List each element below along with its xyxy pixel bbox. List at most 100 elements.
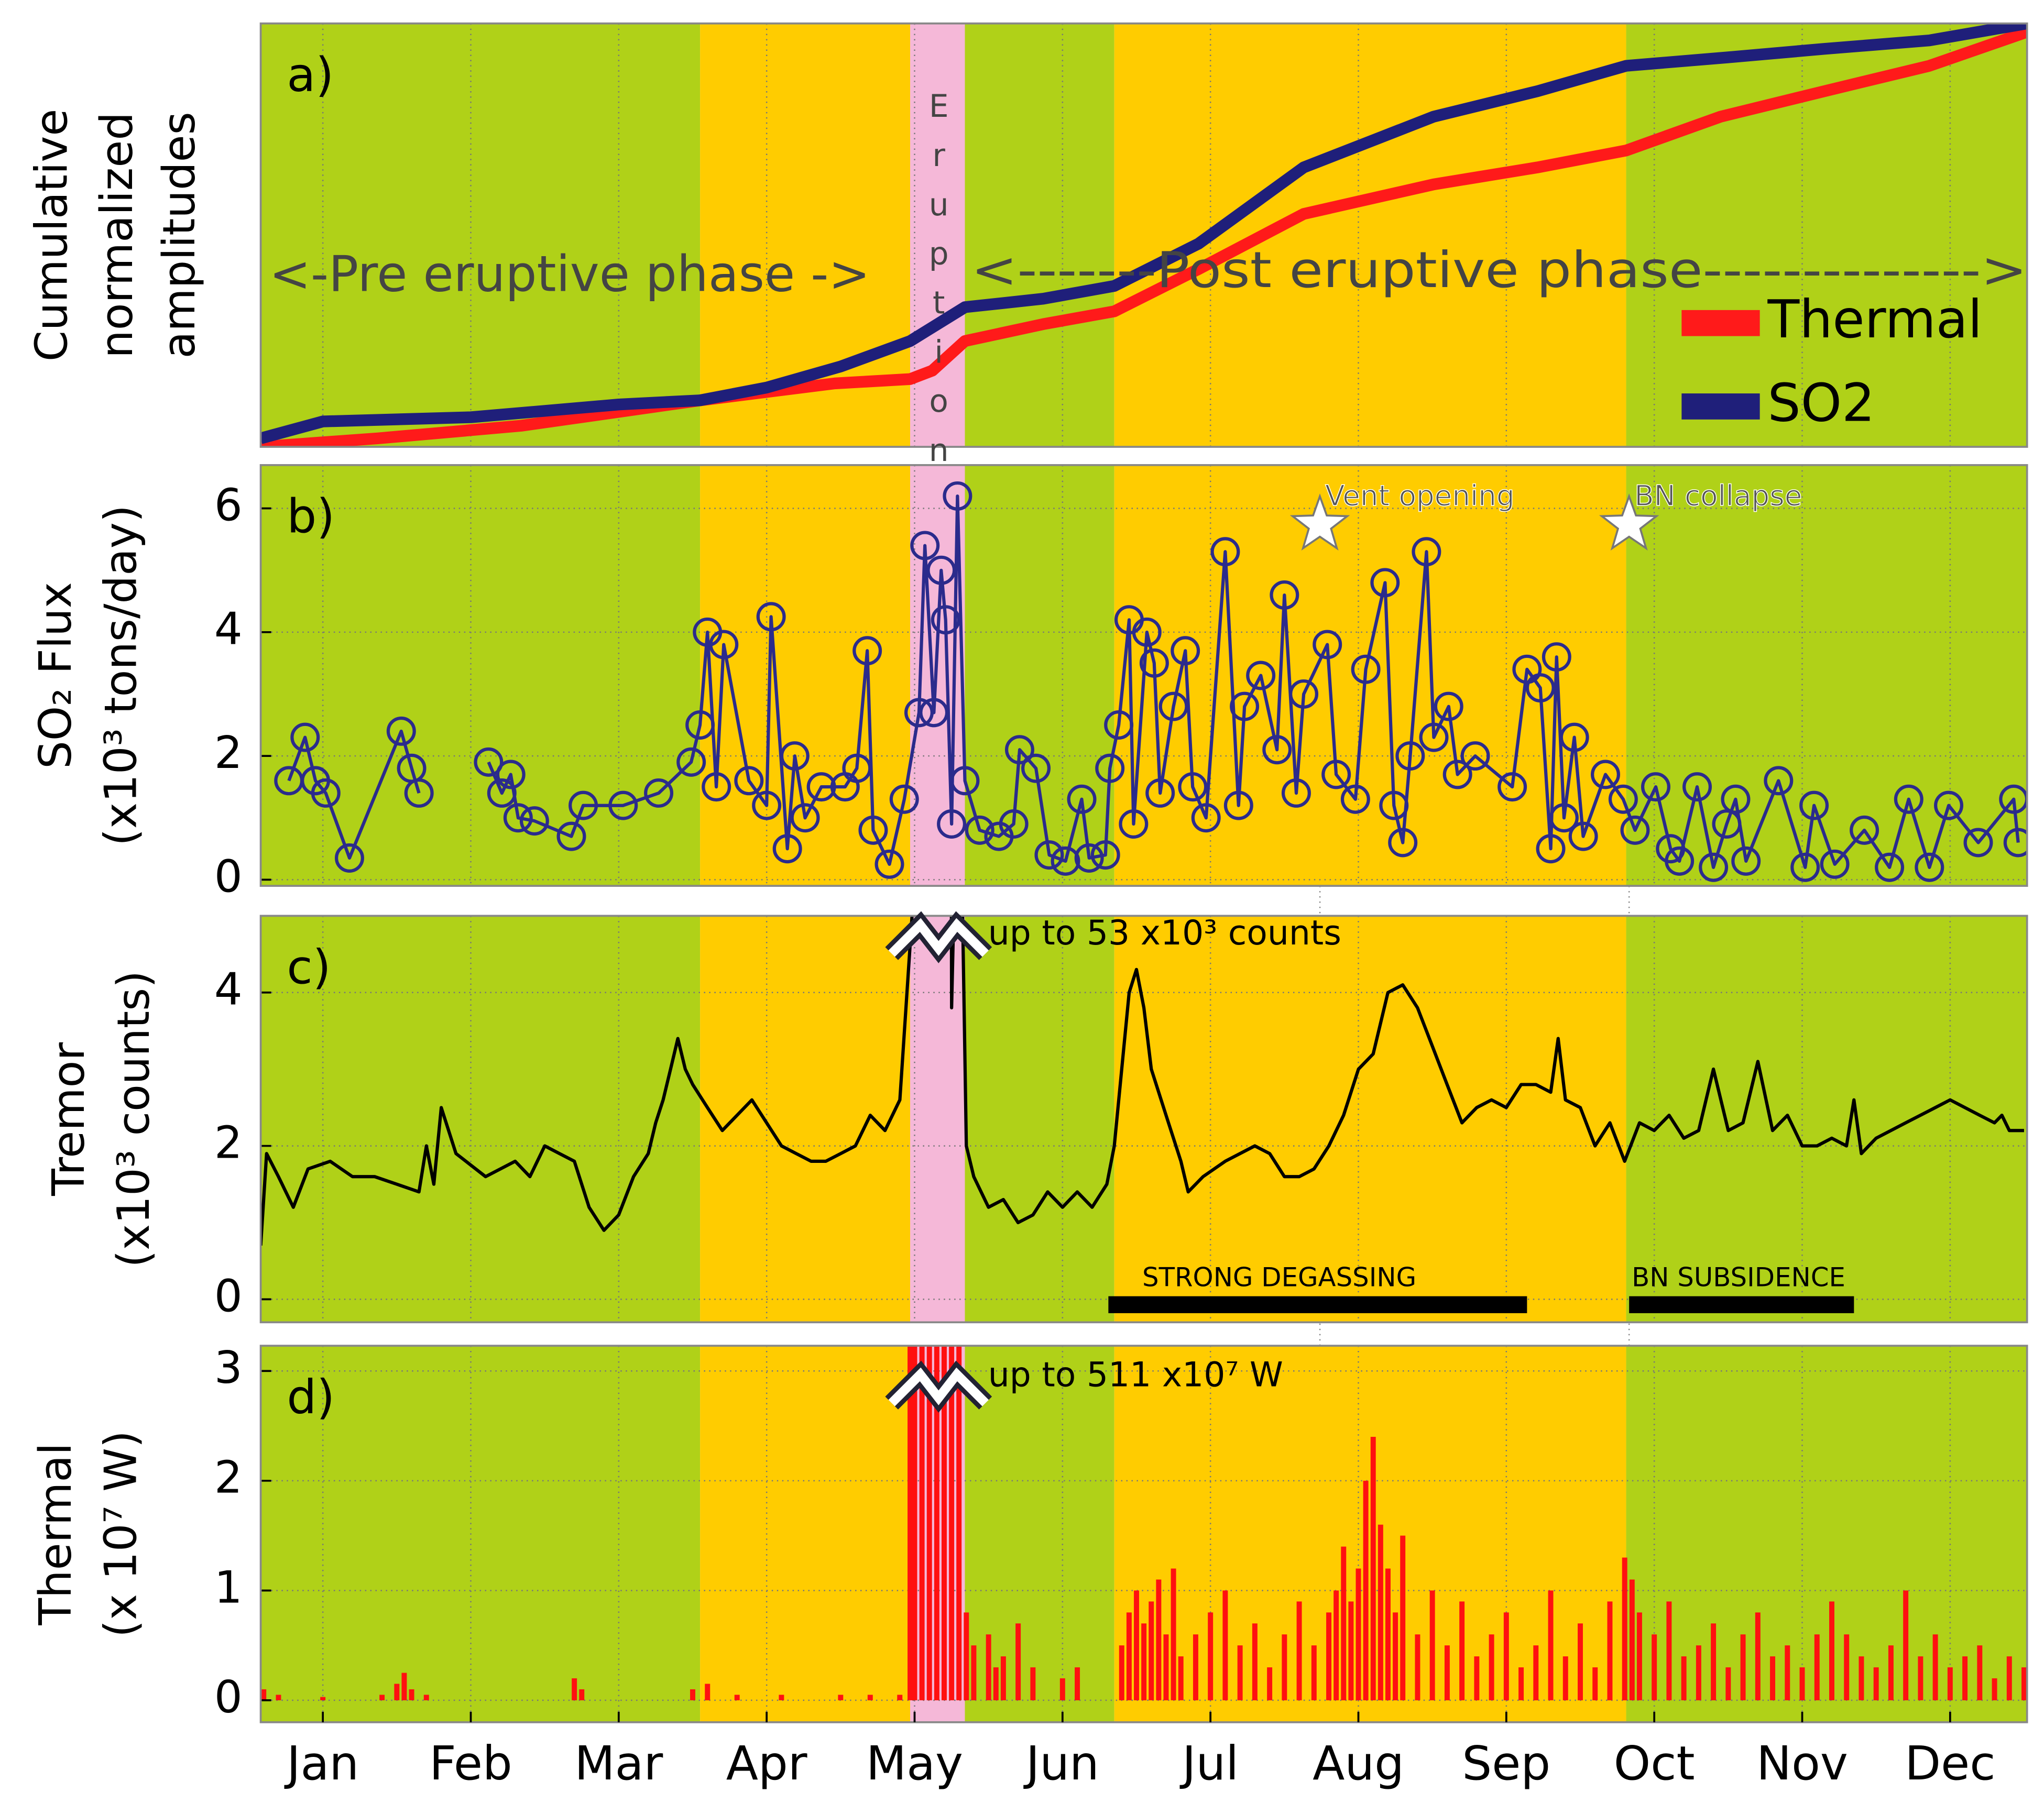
panel-label: b) <box>287 490 335 544</box>
bar <box>261 1689 267 1700</box>
bar <box>1918 1656 1923 1700</box>
marker <box>496 760 526 789</box>
panel-frame <box>259 22 2028 448</box>
panel <box>260 916 2027 1323</box>
marker <box>1875 852 1905 882</box>
bar <box>1156 1579 1162 1700</box>
marker <box>858 815 888 845</box>
marker <box>503 803 533 833</box>
panel <box>260 23 2027 447</box>
bar <box>867 1695 873 1700</box>
marker <box>780 741 810 771</box>
marker <box>965 815 994 845</box>
marker <box>1145 778 1175 808</box>
panel <box>260 465 2027 886</box>
bar <box>1237 1645 1243 1700</box>
marker <box>1246 661 1276 690</box>
marker <box>889 784 919 814</box>
bar <box>1548 1590 1554 1700</box>
marker <box>1542 642 1571 672</box>
bar <box>1888 1645 1894 1700</box>
marker <box>1620 815 1650 845</box>
marker <box>1388 828 1418 857</box>
bar <box>1252 1623 1258 1700</box>
y-tick-label: 2 <box>214 1117 243 1169</box>
marker <box>1525 673 1555 703</box>
bar <box>1385 1568 1391 1700</box>
bar <box>1681 1656 1687 1700</box>
period-bar <box>1629 1296 1854 1313</box>
marker <box>569 790 598 820</box>
marker <box>1608 784 1638 814</box>
bar <box>897 1695 903 1700</box>
bar <box>1962 1656 1968 1700</box>
marker <box>999 809 1029 839</box>
marker <box>772 834 802 864</box>
bar <box>401 1673 407 1700</box>
y-tick-label: 0 <box>214 851 243 902</box>
marker <box>1850 815 1879 845</box>
bar <box>1711 1623 1717 1700</box>
bar <box>423 1695 429 1700</box>
bar <box>1740 1634 1746 1700</box>
bar <box>912 1346 917 1700</box>
bar <box>1799 1667 1805 1700</box>
x-tick-label: Jun <box>1023 1736 1099 1791</box>
marker <box>1963 828 1993 857</box>
series-line <box>260 916 2024 1246</box>
bar <box>1666 1601 1672 1700</box>
event-star <box>1599 493 1659 551</box>
bar <box>1208 1612 1214 1700</box>
marker <box>1370 568 1400 598</box>
phase-band <box>965 916 1114 1323</box>
bar <box>734 1695 740 1700</box>
marker <box>1559 722 1589 752</box>
panel-label: d) <box>287 1370 335 1425</box>
phase-band <box>700 1346 911 1722</box>
y-tick-label: 4 <box>214 964 243 1015</box>
bar <box>1141 1623 1147 1700</box>
bar <box>1075 1667 1080 1700</box>
bar <box>1903 1590 1909 1700</box>
marker <box>1281 778 1311 808</box>
marker <box>790 803 820 833</box>
x-tick-label: Mar <box>574 1736 663 1791</box>
bar <box>1725 1667 1731 1700</box>
marker <box>852 636 882 666</box>
marker <box>1934 790 1964 820</box>
phase-band <box>1114 1346 1626 1722</box>
bar <box>986 1634 991 1700</box>
break-symbol <box>888 918 989 957</box>
phase-band <box>260 1346 701 1722</box>
marker <box>1004 735 1034 765</box>
marker <box>1351 654 1381 684</box>
phase-band <box>965 23 1114 447</box>
bar <box>690 1689 695 1700</box>
y-axis-label: (x10³ tons/day) <box>95 505 146 846</box>
event-label: Vent opening <box>1325 479 1515 512</box>
marker <box>1699 852 1729 882</box>
phase-band <box>260 916 701 1323</box>
bar <box>949 1346 955 1700</box>
bar <box>1119 1645 1124 1700</box>
bar <box>1755 1612 1761 1700</box>
bar <box>919 1346 925 1700</box>
bar <box>1400 1535 1406 1700</box>
bar <box>1518 1667 1524 1700</box>
bar <box>320 1697 326 1700</box>
phase-band <box>1626 916 2027 1323</box>
bar <box>1341 1546 1347 1700</box>
marker <box>1568 821 1598 851</box>
marker <box>1549 803 1579 833</box>
marker <box>1051 846 1080 876</box>
bar <box>1474 1656 1480 1700</box>
marker <box>676 747 706 777</box>
bar <box>1992 1678 1997 1700</box>
bar <box>1222 1590 1228 1700</box>
bar <box>1814 1634 1820 1700</box>
bar <box>1282 1634 1287 1700</box>
marker <box>1721 784 1751 814</box>
bar <box>379 1695 385 1700</box>
marker <box>1223 790 1253 820</box>
